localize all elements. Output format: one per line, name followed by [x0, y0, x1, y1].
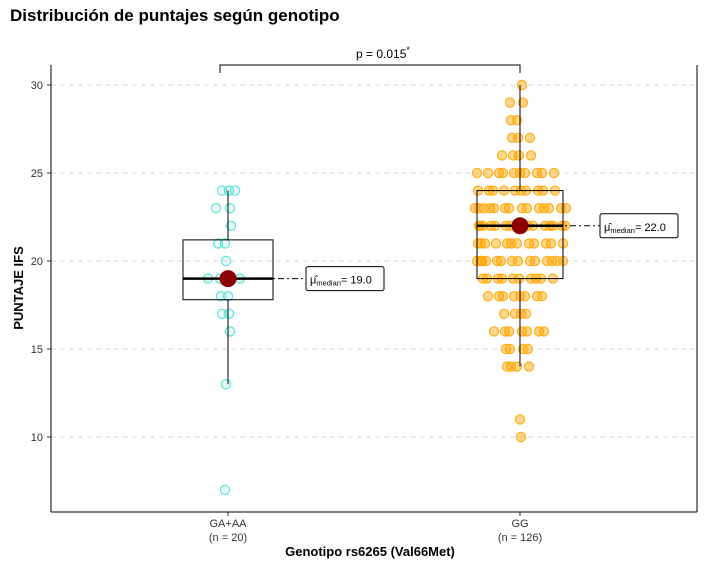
- data-point: [220, 255, 232, 267]
- data-points: [202, 79, 572, 495]
- gridlines: [51, 84, 697, 438]
- data-point: [560, 202, 572, 214]
- data-point: [220, 379, 232, 390]
- data-point: [536, 291, 548, 302]
- data-point: [548, 167, 560, 179]
- data-point: [522, 343, 534, 355]
- median-marker-GA+AA: [219, 270, 237, 288]
- x-tick-n-GG: (n = 126): [498, 532, 542, 544]
- y-axis-title: PUNTAJE IFS: [11, 246, 26, 330]
- data-point: [507, 150, 519, 161]
- data-point: [543, 202, 555, 214]
- bracket-line: [219, 64, 521, 73]
- data-point: [529, 255, 541, 267]
- data-point: [219, 238, 231, 249]
- data-point: [524, 132, 536, 143]
- data-point: [536, 167, 548, 179]
- data-point: [469, 202, 481, 214]
- y-tick-label-15: 15: [31, 344, 43, 356]
- data-point: [508, 167, 520, 179]
- median-label-GA+AA: μ̂median= 19.0: [310, 275, 372, 288]
- significance-bracket: p = 0.015*: [219, 45, 521, 73]
- data-point: [491, 255, 503, 267]
- data-point: [520, 308, 532, 319]
- data-point: [501, 361, 513, 372]
- data-point: [482, 167, 494, 179]
- box-plots: μ̂median= 19.0 μ̂median= 22.0: [182, 85, 679, 385]
- data-point: [500, 343, 512, 355]
- data-point: [499, 202, 511, 214]
- x-tick-label-GA+AA: GA+AA: [210, 518, 248, 530]
- data-point: [216, 308, 228, 319]
- box-GA+AA: [182, 239, 274, 301]
- y-tick-label-20: 20: [31, 256, 43, 268]
- data-point: [475, 238, 487, 249]
- median-marker-GG: [511, 217, 529, 235]
- x-tick-n-GA+AA: (n = 20): [209, 532, 247, 544]
- data-point: [482, 291, 494, 302]
- data-point: [219, 484, 231, 495]
- y-tick-label-10: 10: [31, 432, 43, 444]
- median-label-GG: μ̂median= 22.0: [604, 222, 666, 235]
- data-point: [224, 326, 236, 337]
- data-point: [506, 255, 518, 267]
- data-point: [223, 308, 235, 319]
- data-point: [501, 238, 513, 249]
- y-tick-labels: 10 15 20 25 30: [31, 80, 51, 444]
- data-point: [515, 431, 527, 443]
- data-point: [545, 238, 557, 249]
- data-point: [493, 291, 505, 302]
- data-point: [225, 220, 237, 231]
- data-point: [519, 167, 531, 179]
- data-point: [224, 202, 236, 214]
- p-value-label: p = 0.015*: [356, 45, 410, 61]
- box-GG: [476, 190, 564, 280]
- median-label-box-GG: [599, 213, 679, 239]
- median-label-box-GA+AA: [305, 266, 385, 292]
- data-point: [517, 97, 529, 108]
- data-point: [216, 185, 228, 196]
- data-point: [498, 308, 510, 319]
- data-point: [523, 361, 535, 372]
- data-point: [499, 326, 511, 337]
- data-point: [506, 132, 518, 143]
- data-point: [490, 238, 502, 249]
- data-point: [505, 114, 517, 126]
- y-tick-label-30: 30: [31, 80, 43, 92]
- data-point: [210, 202, 222, 214]
- data-point: [215, 291, 227, 302]
- x-tick-label-GG: GG: [511, 518, 528, 530]
- data-point: [516, 79, 528, 91]
- data-point: [478, 202, 490, 214]
- data-point: [509, 308, 521, 319]
- data-point: [212, 238, 224, 249]
- data-point: [504, 97, 516, 108]
- y-tick-label-25: 25: [31, 168, 43, 180]
- data-point: [528, 238, 540, 249]
- data-point: [488, 326, 500, 337]
- data-point: [493, 167, 505, 179]
- data-point: [538, 326, 550, 337]
- data-point: [472, 238, 484, 249]
- data-point: [471, 167, 483, 179]
- x-tick-labels: GA+AA (n = 20) GG (n = 126): [209, 512, 542, 544]
- chart-title: Distribución de puntajes según genotipo: [10, 6, 340, 25]
- data-point: [519, 291, 531, 302]
- data-point: [229, 185, 241, 196]
- x-axis-title: Genotipo rs6265 (Val66Met): [285, 544, 455, 559]
- data-point: [521, 202, 533, 214]
- data-point: [514, 414, 526, 425]
- data-point: [521, 326, 533, 337]
- data-point: [508, 291, 520, 302]
- data-point: [475, 255, 487, 267]
- data-point: [496, 150, 508, 161]
- data-point: [525, 150, 537, 161]
